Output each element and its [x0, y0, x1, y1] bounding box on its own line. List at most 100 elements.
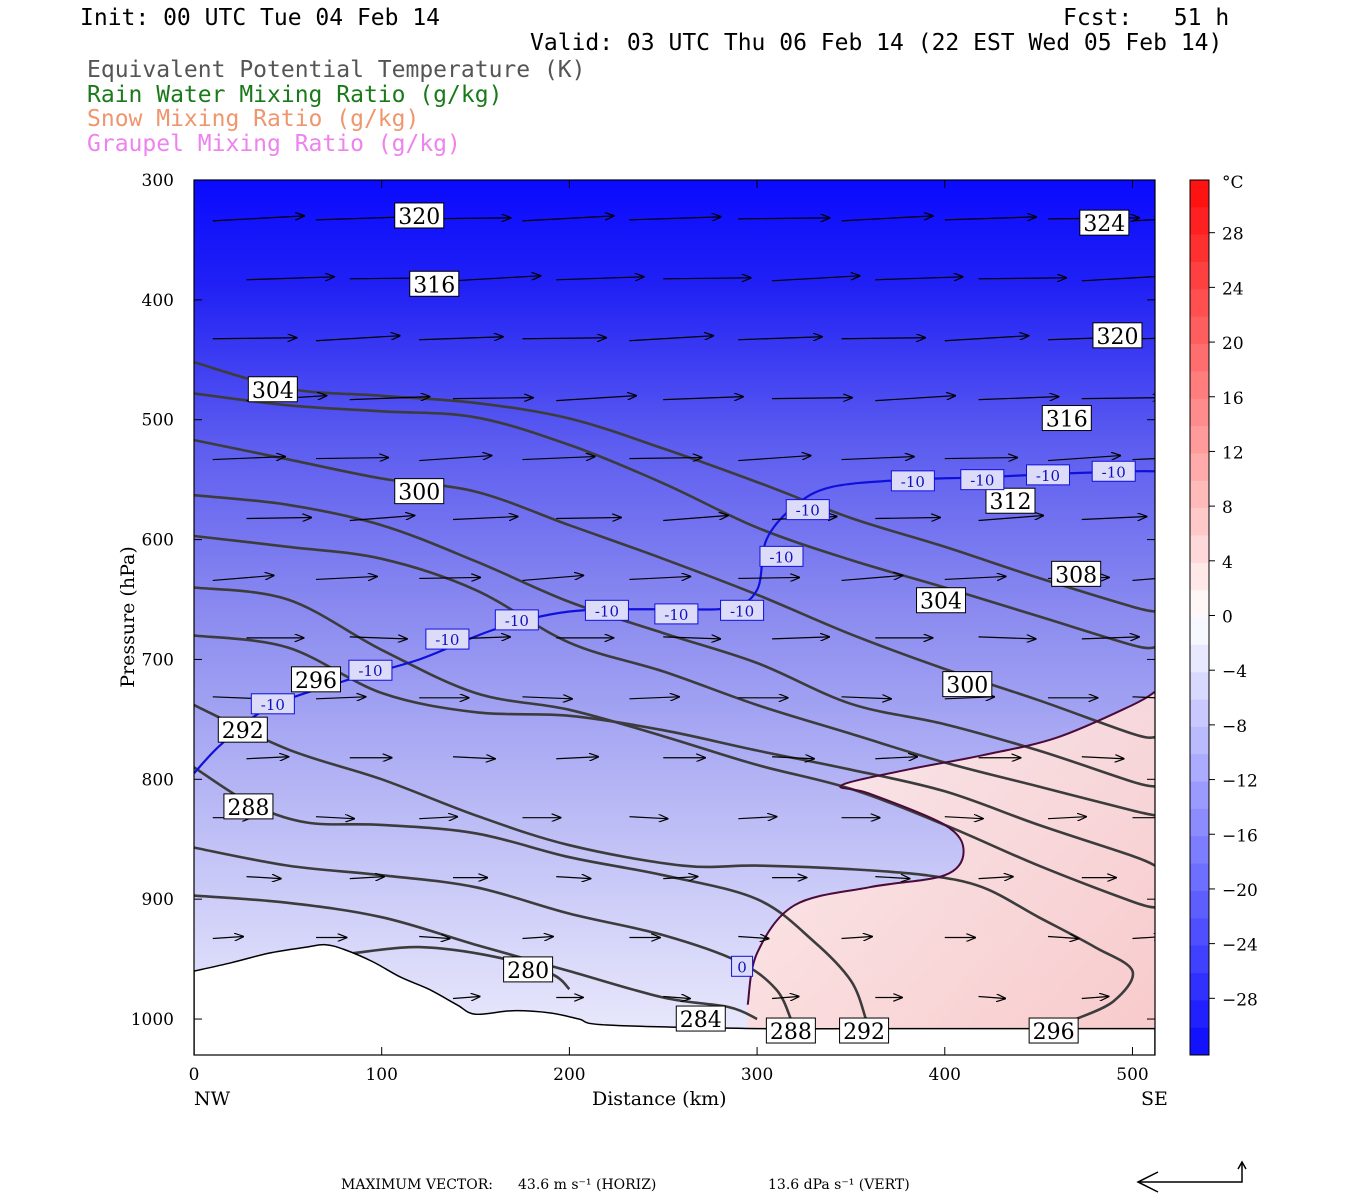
wind-vector: [978, 877, 1013, 879]
init-time: Init: 00 UTC Tue 04 Feb 14: [80, 5, 441, 31]
contour-label-3: 300: [398, 481, 440, 506]
colorbar-label--12: −12: [1222, 772, 1258, 792]
wind-vector: [875, 396, 955, 402]
wind-vector: [522, 216, 613, 222]
colorbar-swatch: [1190, 426, 1209, 454]
wind-vector: [1047, 817, 1086, 819]
theta-e-contour-300: [194, 634, 1155, 867]
contour-label-13: 320: [1096, 325, 1138, 350]
isotherm-label-box: [425, 628, 470, 650]
colorbar-label--28: −28: [1222, 990, 1258, 1010]
colorbar-label-0: 0: [1222, 608, 1233, 628]
wind-vector: [349, 637, 407, 639]
field-label-graupel: Graupel Mixing Ratio (g/kg): [87, 131, 461, 157]
wind-vector: [246, 877, 281, 879]
wind-vector: [738, 817, 776, 819]
isotherm-label-1: -10: [358, 662, 382, 680]
isotherm-label-8: -10: [796, 502, 820, 520]
valid-time: Valid: 03 UTC Thu 06 Feb 14 (22 EST Wed …: [530, 30, 1223, 56]
y-tick-label-300: 300: [142, 171, 174, 191]
wind-vector: [1132, 937, 1155, 939]
colorbar-swatch: [1190, 316, 1209, 345]
wind-vector: [556, 396, 636, 402]
wind-vector: [212, 575, 274, 582]
isotherm-label-box: [348, 659, 393, 681]
wind-vector: [738, 937, 768, 939]
x-tick-label-200: 200: [553, 1065, 585, 1085]
x-tick-label-300: 300: [741, 1065, 773, 1085]
colorbar-label-12: 12: [1222, 443, 1244, 463]
theta-e-contour-292: [194, 766, 868, 1020]
wind-vector: [1047, 937, 1078, 939]
y-tick-label-1000: 1000: [131, 1010, 174, 1030]
wind-vector: [841, 216, 933, 222]
theta-e-contour-280: [353, 945, 571, 991]
contour-label-box: [916, 587, 967, 614]
x-tick-label-400: 400: [929, 1065, 961, 1085]
y-tick-label-800: 800: [142, 770, 174, 790]
contour-label-5: 292: [222, 719, 264, 744]
contour-label-box: [1028, 1017, 1079, 1044]
colorbar-unit: °C: [1222, 173, 1244, 193]
wind-vector: [978, 996, 1006, 998]
wind-vector: [629, 336, 713, 342]
wind-vector: [522, 457, 594, 460]
wind-vector: [212, 457, 285, 460]
colorbar-label-24: 24: [1222, 279, 1244, 299]
wind-vector: [978, 637, 1036, 639]
wind-vector: [944, 817, 983, 819]
wind-vector: [315, 336, 400, 342]
forecast-hour: Fcst: 51 h: [1063, 5, 1230, 31]
wind-vector: [453, 398, 533, 399]
y-tick-label-900: 900: [142, 890, 174, 910]
colorbar-swatch: [1190, 863, 1209, 892]
wind-vector: [875, 518, 940, 519]
wind-vector: [1132, 458, 1155, 461]
wind-vector: [663, 516, 728, 522]
wind-vector: [556, 518, 621, 519]
wind-vector: [556, 877, 590, 879]
wind-vector: [556, 277, 643, 280]
wind-vector: [349, 877, 384, 879]
wind-vector: [629, 817, 667, 819]
wind-vector: [522, 575, 583, 582]
theta-e-contour-316: [194, 438, 1155, 739]
colorbar-label--24: −24: [1222, 936, 1258, 956]
wind-vector: [944, 458, 1017, 459]
colorbar-label--20: −20: [1222, 881, 1258, 901]
colorbar-swatch: [1190, 945, 1209, 974]
wind-vector: [663, 877, 697, 879]
colorbar-swatch: [1190, 836, 1209, 865]
contour-label-4: 296: [295, 669, 337, 694]
colorbar-swatch: [1190, 562, 1209, 591]
contour-label-16: 308: [1055, 563, 1097, 588]
isotherm-label-4: -10: [595, 602, 619, 620]
isotherm-label-box: [785, 499, 830, 521]
wind-vector: [841, 457, 914, 460]
theta-e-contour-296: [194, 703, 1135, 1021]
field-label-theta-e: Equivalent Potential Temperature (K): [87, 57, 586, 83]
contour-label-1: 316: [413, 273, 455, 298]
wind-vector: [944, 576, 1006, 579]
isotherm-label-box: [494, 609, 539, 631]
colorbar-swatch: [1190, 781, 1209, 810]
colorbar-swatch: [1190, 1027, 1209, 1056]
contour-label-17: 304: [920, 590, 962, 615]
wind-vector: [452, 517, 518, 520]
isotherm-label-box: [731, 955, 754, 977]
isotherm-label-box: [890, 470, 935, 492]
colorbar-label--16: −16: [1222, 826, 1258, 846]
wind-vector: [419, 577, 480, 578]
wind-vector: [772, 996, 799, 998]
colorbar-label-20: 20: [1222, 334, 1244, 354]
contour-label-6: 288: [227, 796, 269, 821]
isotherm-label-box: [759, 545, 804, 567]
x-tick-label-500: 500: [1116, 1065, 1148, 1085]
wind-vector: [1047, 456, 1120, 462]
contour-label-box: [1041, 405, 1092, 432]
theta-e-contour-304: [194, 586, 1155, 909]
wind-vector: [875, 277, 962, 280]
wind-vector: [1132, 337, 1155, 340]
wind-vector: [349, 516, 415, 522]
